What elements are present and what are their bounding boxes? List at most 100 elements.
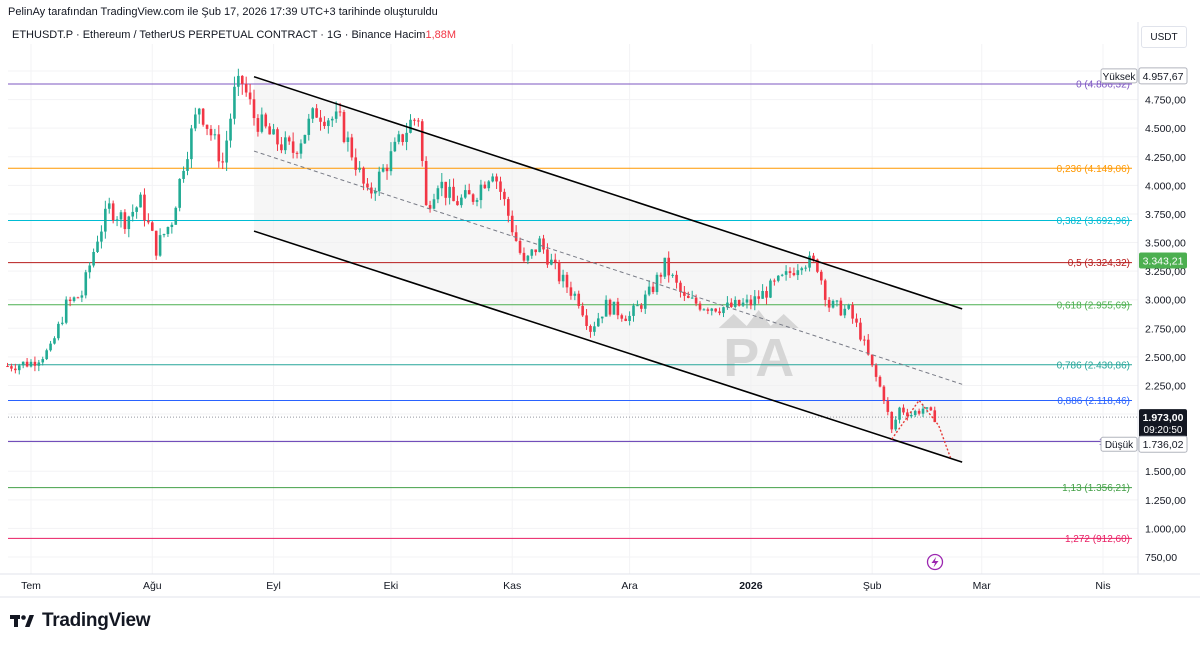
candle-down bbox=[25, 361, 29, 367]
candle-down bbox=[240, 75, 244, 84]
candle-up bbox=[272, 129, 275, 135]
candle-down bbox=[816, 259, 819, 272]
candle-up bbox=[561, 274, 565, 282]
candle-down bbox=[287, 137, 291, 142]
candle-down bbox=[252, 99, 256, 119]
badge-box-high bbox=[1138, 67, 1188, 85]
price-axis[interactable]: 750,001.000,001.250,001.500,001.750,002.… bbox=[1137, 22, 1186, 574]
candle-up bbox=[80, 295, 84, 298]
channel-fill bbox=[254, 76, 963, 463]
candle-down bbox=[851, 304, 854, 319]
candle-up bbox=[96, 241, 99, 252]
candle-down bbox=[855, 318, 858, 323]
symbol-title: ETHUSDT.P · Ethereum / TetherUS PERPETUA… bbox=[12, 29, 392, 41]
candle-down bbox=[882, 386, 886, 401]
tradingview-brand[interactable]: TradingView bbox=[10, 610, 151, 632]
badge-value-high: 4.957,67 bbox=[1143, 71, 1184, 83]
candle-up bbox=[174, 207, 178, 225]
candle-down bbox=[315, 108, 318, 118]
candle-down bbox=[248, 92, 252, 100]
candle-down bbox=[342, 112, 346, 142]
candle-up bbox=[690, 297, 694, 299]
time-tick-label: Tem bbox=[21, 580, 41, 592]
candle-up bbox=[182, 170, 185, 179]
candle-up bbox=[726, 302, 729, 308]
price-chart[interactable]: PA 0 (4.886,32) 0,236 (4.149,06) 0,382 (3.… bbox=[0, 22, 1200, 604]
candle-up bbox=[53, 338, 56, 344]
candle-down bbox=[534, 249, 538, 253]
candle-up bbox=[284, 137, 287, 151]
candle-down bbox=[428, 205, 432, 209]
symbol-legend[interactable]: ETHUSDT.P · Ethereum / TetherUS PERPETUA… bbox=[12, 29, 456, 41]
candle-up bbox=[166, 227, 170, 235]
candle-up bbox=[57, 323, 60, 339]
price-tick-label: 4.500,00 bbox=[1145, 123, 1186, 135]
projection-line bbox=[891, 399, 952, 458]
candle-down bbox=[788, 271, 792, 274]
candle-down bbox=[14, 368, 17, 371]
candle-down bbox=[483, 184, 487, 189]
candle-down bbox=[917, 410, 921, 414]
price-tick-label: 3.500,00 bbox=[1145, 238, 1186, 250]
candle-down bbox=[467, 190, 471, 195]
candle-up bbox=[847, 304, 850, 309]
candle-down bbox=[143, 194, 146, 221]
price-tick-label: 4.750,00 bbox=[1145, 95, 1186, 107]
candle-down bbox=[268, 126, 271, 135]
candle-down bbox=[569, 287, 573, 296]
price-tick-label: 2.500,00 bbox=[1145, 352, 1186, 364]
fibonacci-levels[interactable]: 0 (4.886,32) 0,236 (4.149,06) 0,382 (3.692… bbox=[8, 79, 1138, 545]
candle-down bbox=[667, 257, 671, 276]
time-axis[interactable]: Tem Ağu Eyl Eki Kas Ara 2026 Şub Mar Nis bbox=[0, 573, 1200, 598]
time-tick-label: Nis bbox=[1095, 580, 1110, 592]
time-tick-label: Eki bbox=[384, 580, 399, 592]
candle-down bbox=[522, 252, 526, 261]
candle-up bbox=[60, 322, 64, 324]
channel-lower-line bbox=[253, 230, 963, 463]
candle-down bbox=[616, 301, 620, 316]
candle-up bbox=[745, 299, 749, 303]
candle-down bbox=[221, 161, 225, 163]
candle-up bbox=[162, 234, 166, 236]
watermark-crown bbox=[718, 310, 799, 329]
candle-up bbox=[741, 302, 745, 306]
chart-extras bbox=[926, 553, 944, 571]
time-tick-label: Ara bbox=[621, 580, 638, 592]
candle-down bbox=[111, 203, 115, 221]
candle-up bbox=[233, 86, 236, 119]
candle-down bbox=[757, 296, 761, 299]
candle-down bbox=[730, 302, 733, 307]
currency-button[interactable]: USDT bbox=[1141, 26, 1187, 48]
candle-down bbox=[886, 400, 890, 412]
projection-path[interactable] bbox=[891, 399, 952, 458]
candle-down bbox=[264, 114, 268, 127]
candle-down bbox=[585, 315, 588, 327]
badge-name-low: Düşük bbox=[1105, 440, 1134, 451]
candle-up bbox=[100, 231, 103, 242]
fib-label-0.236: 0,236 (4.149,06) bbox=[1057, 164, 1130, 175]
candle-up bbox=[358, 167, 361, 170]
candle-up bbox=[894, 419, 897, 430]
candle-down bbox=[890, 411, 894, 430]
candle-up bbox=[104, 208, 107, 232]
candle-down bbox=[217, 134, 221, 162]
candle-down bbox=[651, 286, 655, 293]
price-tick-label: 4.250,00 bbox=[1145, 152, 1186, 164]
candle-up bbox=[761, 290, 764, 299]
candle-down bbox=[338, 111, 342, 113]
tradingview-logo-icon bbox=[10, 615, 34, 627]
candle-down bbox=[878, 376, 882, 387]
candle-down bbox=[147, 220, 150, 223]
candle-up bbox=[346, 137, 350, 142]
candle-down bbox=[608, 299, 612, 315]
candle-up bbox=[780, 274, 784, 276]
candle-up bbox=[921, 408, 925, 414]
candle-up bbox=[213, 134, 217, 136]
candle-down bbox=[471, 194, 475, 202]
watermark: PA bbox=[718, 310, 799, 388]
candle-down bbox=[385, 167, 389, 172]
candle-up bbox=[115, 219, 119, 221]
descending-channel[interactable] bbox=[253, 75, 963, 463]
candle-up bbox=[299, 143, 303, 154]
candle-down bbox=[906, 412, 909, 417]
